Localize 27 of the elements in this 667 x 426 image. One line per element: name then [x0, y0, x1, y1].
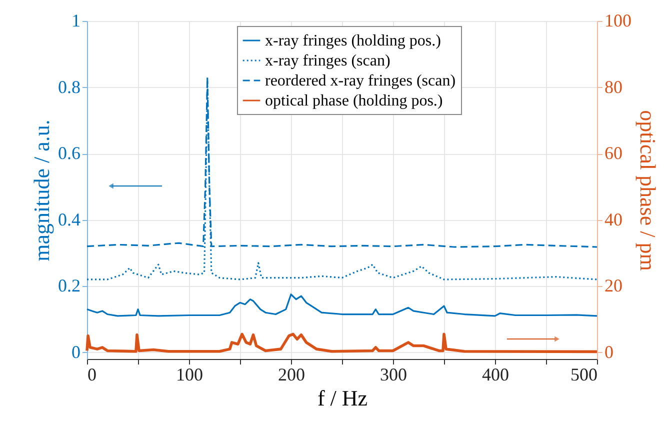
y-tick-label: 0.8: [58, 76, 80, 97]
y2-tick-label: 60: [604, 143, 622, 164]
y-tick-label: 0.4: [58, 209, 80, 230]
x-tick-label: 400: [482, 364, 509, 384]
y-tick-label: 0.2: [58, 276, 80, 296]
x-tick-label: 200: [278, 364, 305, 384]
line-series: [86, 294, 598, 317]
y-tick-label: 1: [72, 10, 80, 30]
y2-tick-label: 0: [604, 342, 614, 362]
x-tick-label: 100: [176, 364, 203, 384]
x-tick-label: 300: [380, 364, 407, 384]
y2-tick-label: 80: [604, 76, 622, 97]
legend-label: x-ray fringes (scan): [265, 52, 390, 70]
y-tick-label: 0.6: [58, 143, 80, 164]
x-axis-title: f / Hz: [317, 386, 368, 410]
legend-label: x-ray fringes (holding pos.): [265, 32, 441, 50]
legend-label: optical phase (holding pos.): [265, 92, 443, 110]
y2-tick-label: 40: [604, 209, 622, 230]
y2-axis-title: optical phase / pm: [636, 110, 660, 271]
legend-label: reordered x-ray fringes (scan): [265, 72, 456, 90]
line-series: [86, 332, 598, 354]
x-tick-label: 0: [88, 364, 96, 384]
y2-tick-label: 20: [604, 276, 622, 296]
y-axis-title: magnitude / a.u.: [29, 120, 54, 262]
y-tick-label: 0: [72, 342, 80, 362]
x-tick-label: 500: [570, 364, 598, 384]
y2-tick-label: 100: [604, 10, 632, 30]
